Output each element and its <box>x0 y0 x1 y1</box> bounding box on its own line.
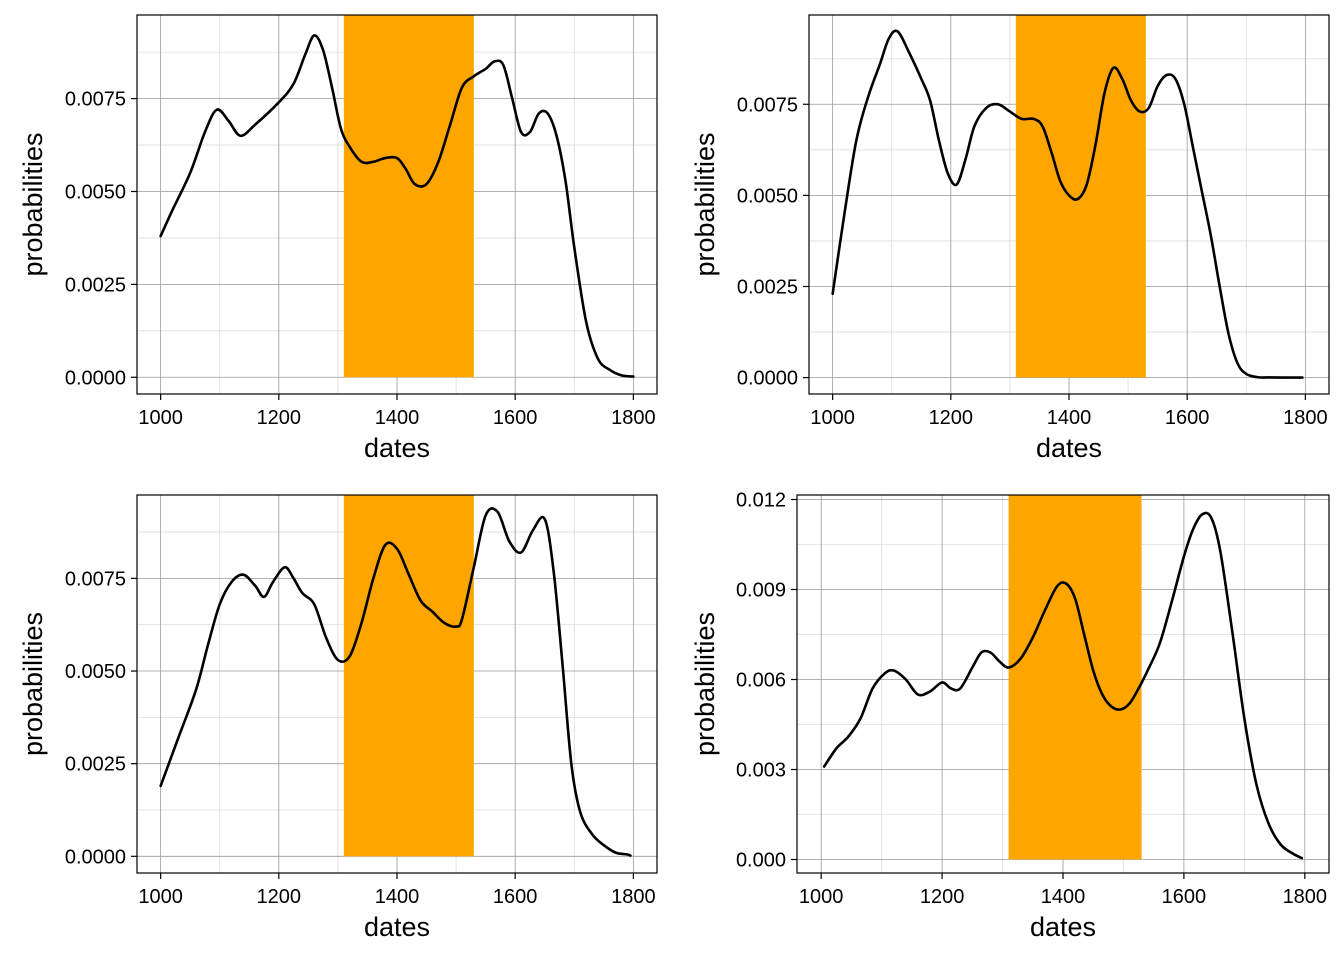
y-tick-label: 0.0075 <box>737 94 798 116</box>
x-tick-label: 1800 <box>1283 407 1328 429</box>
x-axis-title: dates <box>364 912 430 942</box>
y-tick-label: 0.0050 <box>65 181 126 203</box>
highlight-band <box>1008 495 1142 860</box>
plot-area-1 <box>137 15 657 394</box>
x-tick-label: 1200 <box>257 407 302 429</box>
y-tick-label: 0.0075 <box>65 568 126 590</box>
y-tick-label: 0.0000 <box>65 367 126 389</box>
x-tick-label: 1600 <box>1165 407 1210 429</box>
y-tick-label: 0.0025 <box>737 276 798 298</box>
density-curve <box>831 29 1304 379</box>
y-tick-label: 0.003 <box>736 760 786 782</box>
x-tick-label: 1200 <box>920 886 965 908</box>
y-tick-label: 0.0000 <box>737 368 798 390</box>
chart-panel-2: 1000 1200 1400 1600 1800 0.0000 0.0025 0.0050 0.… <box>690 14 1330 463</box>
x-tick-label: 1800 <box>611 886 656 908</box>
x-tick-label: 1000 <box>810 407 855 429</box>
x-tick-label: 1400 <box>375 407 420 429</box>
y-axis-title: probabilities <box>690 612 720 756</box>
y-tick-label: 0.0050 <box>65 661 126 683</box>
x-tick-label: 1200 <box>257 886 302 908</box>
x-tick-label: 1400 <box>1041 886 1086 908</box>
x-tick-label: 1000 <box>799 886 844 908</box>
plot-area-4 <box>797 495 1329 873</box>
plot-area-3 <box>137 495 657 873</box>
x-axis-title: dates <box>1036 433 1102 463</box>
chart-panel-3: 1000 1200 1400 1600 1800 0.0000 0.0025 0.0050 0.… <box>18 494 658 942</box>
chart-panel-4: 1000 1200 1400 1600 1800 0.000 0.003 0.006 0.009… <box>690 490 1330 942</box>
y-axis-title: probabilities <box>690 132 720 276</box>
highlight-band <box>343 15 474 378</box>
plot-area-2 <box>809 15 1329 394</box>
x-tick-label: 1000 <box>138 407 183 429</box>
x-tick-label: 1400 <box>375 886 420 908</box>
y-tick-label: 0.012 <box>736 490 786 512</box>
y-tick-label: 0.009 <box>736 580 786 602</box>
y-tick-label: 0.0050 <box>737 185 798 207</box>
y-tick-label: 0.0000 <box>65 846 126 868</box>
y-axis-title: probabilities <box>18 132 48 276</box>
y-tick-label: 0.0025 <box>65 754 126 776</box>
highlight-band <box>343 495 474 857</box>
density-curve <box>159 507 632 857</box>
x-tick-label: 1400 <box>1047 407 1092 429</box>
y-tick-label: 0.006 <box>736 670 786 692</box>
x-tick-label: 1600 <box>493 886 538 908</box>
x-axis-title: dates <box>364 433 430 463</box>
x-axis-title: dates <box>1030 912 1096 942</box>
y-tick-label: 0.000 <box>736 850 786 872</box>
y-tick-label: 0.0025 <box>65 274 126 296</box>
x-tick-label: 1600 <box>493 407 538 429</box>
x-tick-label: 1200 <box>929 407 974 429</box>
chart-panel-1: 1000 1200 1400 1600 1800 0.0000 0.0025 0.0050 0.… <box>18 14 658 463</box>
y-axis-title: probabilities <box>18 612 48 756</box>
x-tick-label: 1600 <box>1162 886 1207 908</box>
y-tick-label: 0.0075 <box>65 89 126 111</box>
x-tick-label: 1000 <box>138 886 183 908</box>
density-curve <box>159 34 635 378</box>
x-tick-label: 1800 <box>611 407 656 429</box>
density-curve <box>822 511 1304 860</box>
x-tick-label: 1800 <box>1283 886 1328 908</box>
